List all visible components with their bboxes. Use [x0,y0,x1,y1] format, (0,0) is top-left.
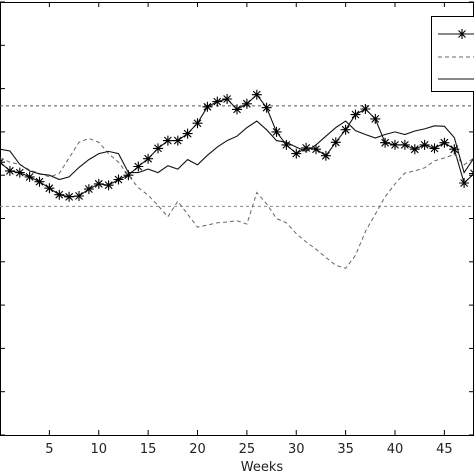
series-1-point [222,94,233,104]
series-1-point [459,178,470,188]
series-1-point [54,189,65,200]
x-tick-label: 20 [189,442,206,457]
series-1-point [24,171,35,182]
series-1-point [350,109,361,120]
series-1-point [449,144,460,155]
series-1-point [330,137,341,148]
series-1-point [74,191,84,201]
series-1-point [93,178,104,189]
series-1-point [251,89,262,100]
series-1-point [390,139,400,150]
series-1-point [34,176,45,187]
series-1-point [271,126,282,137]
series-1-point [212,96,223,107]
x-tick-label: 10 [90,442,107,457]
x-tick-label: 35 [337,442,354,457]
series-1-point [241,98,252,109]
series-1-point [83,184,94,195]
x-tick-label: 5 [45,442,53,457]
series-1-point [311,144,321,155]
series-1-point [360,104,371,114]
x-axis-ticks: 5 10 15 20 25 30 35 40 45 [45,2,453,457]
series-1-point [172,135,183,146]
series-1-point [4,165,15,176]
series-1-point [192,118,203,129]
x-tick-label: 30 [288,442,305,457]
series-3-line [0,120,474,181]
series-1-point [162,135,173,146]
series-layer [0,89,474,269]
series-1-point [370,113,381,124]
series-2-line [0,137,474,269]
series-1-point [44,183,55,194]
series-1-point [399,139,410,150]
series-1-point [143,153,154,164]
series-1-point [133,161,144,172]
series-1-point [320,150,331,161]
series-1-point [123,170,134,181]
x-tick-label: 45 [436,442,453,457]
series-1-point [64,191,75,202]
x-tick-label: 40 [387,442,404,457]
series-1-point [113,174,124,185]
x-tick-label: 15 [140,442,157,457]
legend-box [431,16,474,92]
series-1-point [232,104,242,115]
series-1-point [14,167,25,178]
series-1-point [281,139,292,150]
legend-marker-1 [457,29,467,39]
x-tick-label: 25 [239,442,256,457]
series-1-point [439,137,450,148]
series-1-point [419,139,430,150]
series-1-point [291,148,302,159]
series-1-point [380,137,391,148]
series-1-point [301,142,312,153]
series-1-point [261,102,272,113]
reference-lines [0,105,474,207]
legend [431,16,474,92]
series-1-point [153,143,163,154]
x-axis-title: Weeks [241,460,284,474]
series-1-point [202,101,213,112]
plot-frame [0,2,474,436]
series-1-point [429,143,440,154]
series-1-point [340,124,351,135]
series-1-point [409,144,420,155]
series-1-point [182,128,193,139]
series-1-point [103,180,114,191]
